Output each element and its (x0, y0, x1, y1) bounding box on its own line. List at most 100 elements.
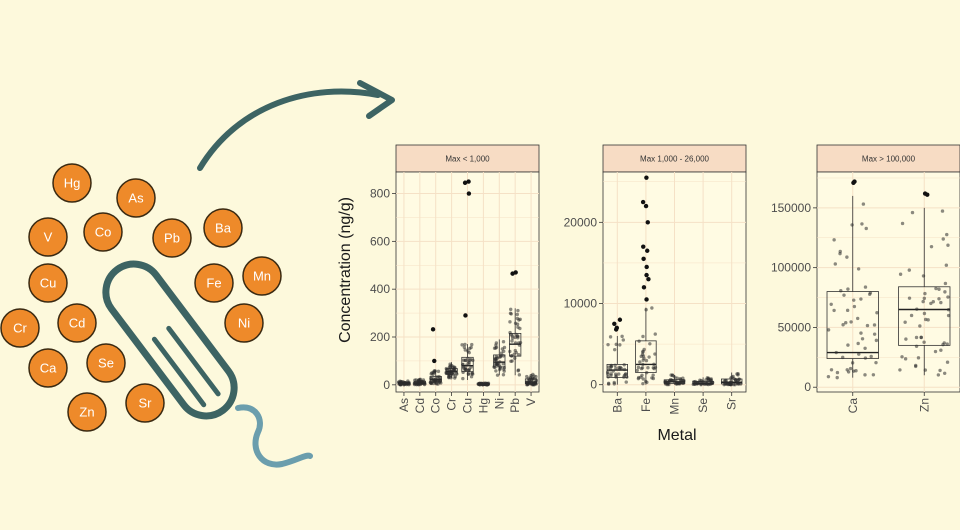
data-point (612, 380, 616, 385)
facet-strip (395, 144, 540, 173)
data-point (939, 300, 943, 305)
element-symbol: Zn (79, 405, 94, 420)
element-se: Se (86, 343, 126, 383)
boxplot-sr (721, 372, 743, 387)
element-sr: Sr (125, 383, 165, 423)
boxplot-cr (444, 362, 459, 380)
data-point (452, 365, 456, 369)
data-point (463, 348, 467, 352)
data-point (434, 382, 439, 386)
data-point (829, 302, 833, 306)
data-point (509, 307, 513, 312)
data-point (517, 373, 522, 377)
data-point (904, 337, 908, 341)
data-point (863, 356, 868, 360)
element-ba: Ba (203, 208, 243, 248)
y-tick-label: 10000 (564, 297, 598, 311)
data-point (466, 372, 471, 376)
data-point (942, 371, 947, 376)
data-point (938, 368, 942, 373)
data-point (452, 369, 456, 373)
data-point (525, 380, 529, 385)
data-point (437, 374, 441, 379)
data-point (875, 311, 879, 315)
data-point (856, 267, 861, 271)
data-point (874, 360, 878, 365)
data-point (618, 343, 622, 347)
element-symbol: Cu (40, 276, 57, 291)
element-symbol: Hg (64, 176, 81, 191)
data-point (607, 365, 611, 369)
element-symbol: V (44, 230, 53, 245)
element-circle (194, 263, 234, 303)
data-point (513, 356, 517, 360)
facet-strip (602, 144, 747, 173)
element-circle (52, 163, 92, 203)
x-tick-label: Cr (445, 398, 459, 411)
data-point (527, 376, 531, 381)
data-point (731, 382, 736, 387)
element-symbol: Pb (164, 231, 180, 246)
outlier-point (925, 192, 930, 197)
data-point (872, 332, 877, 336)
x-tick-label: Se (696, 398, 710, 413)
data-point (624, 380, 628, 384)
outlier-point (644, 297, 649, 302)
data-point (513, 321, 518, 325)
data-point (868, 291, 873, 295)
data-point (461, 363, 465, 367)
boxplot-ca (826, 179, 879, 380)
curved-arrow-line (197, 88, 381, 171)
outlier-point (641, 244, 646, 249)
y-tick-label: 20000 (564, 215, 598, 229)
data-point (826, 328, 831, 332)
data-point (641, 334, 645, 339)
element-symbol: Cr (13, 321, 27, 336)
data-point (509, 359, 513, 363)
box-iqr (826, 291, 879, 359)
data-point (494, 369, 498, 373)
data-point (447, 375, 451, 380)
element-circle (152, 218, 192, 258)
data-point (850, 223, 854, 227)
data-point (842, 293, 846, 297)
data-point (735, 372, 739, 376)
data-point (482, 382, 486, 386)
data-point (678, 376, 682, 381)
data-point (846, 343, 850, 347)
data-point (531, 381, 535, 385)
data-point (517, 343, 522, 347)
data-point (835, 370, 840, 375)
data-point (428, 380, 433, 385)
data-point (647, 355, 651, 359)
data-point (463, 342, 467, 347)
data-point (498, 365, 502, 369)
data-point (832, 308, 836, 313)
data-point (864, 226, 868, 231)
data-point (606, 342, 610, 347)
data-point (492, 346, 497, 350)
data-point (922, 311, 927, 316)
data-point (652, 362, 656, 367)
data-point (620, 334, 624, 339)
boxplot-mn (663, 373, 686, 387)
data-point (934, 286, 938, 291)
element-pb: Pb (152, 218, 192, 258)
data-point (470, 342, 474, 347)
data-point (619, 367, 624, 371)
data-point (832, 238, 836, 242)
data-point (625, 375, 629, 379)
data-point (641, 358, 645, 362)
outlier-point (463, 313, 468, 318)
data-point (613, 363, 617, 368)
data-point (417, 379, 421, 383)
data-point (469, 357, 473, 362)
data-point (644, 308, 648, 312)
x-tick-label: Ni (492, 398, 506, 409)
data-point (638, 360, 642, 364)
panel-1: Max < 1,000 0 200 400 600 800 As Cd Co Cr Cu Hg Ni Pb… (370, 144, 540, 413)
data-point (444, 366, 449, 371)
y-tick-label: 0 (383, 378, 390, 392)
element-symbol: Se (98, 356, 114, 371)
outlier-point (640, 199, 646, 205)
